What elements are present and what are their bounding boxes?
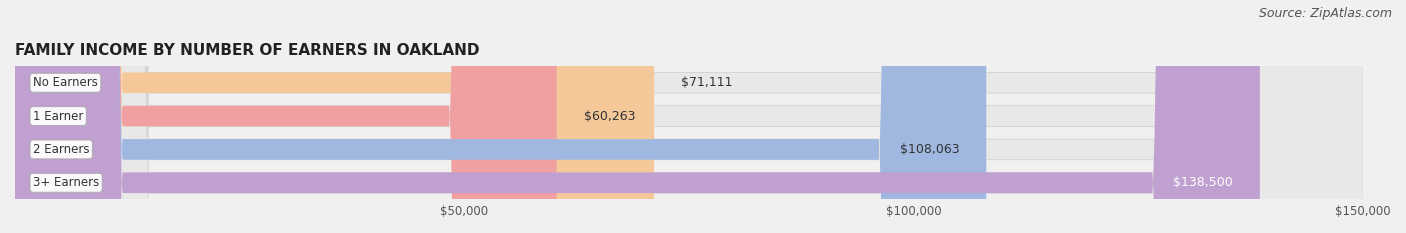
Text: $60,263: $60,263: [583, 110, 636, 123]
FancyBboxPatch shape: [15, 0, 1364, 233]
Text: $138,500: $138,500: [1173, 176, 1233, 189]
FancyBboxPatch shape: [15, 0, 1364, 233]
Text: $108,063: $108,063: [900, 143, 959, 156]
Text: 2 Earners: 2 Earners: [32, 143, 90, 156]
FancyBboxPatch shape: [15, 0, 1260, 233]
FancyBboxPatch shape: [15, 0, 986, 233]
Text: 1 Earner: 1 Earner: [32, 110, 83, 123]
Text: 3+ Earners: 3+ Earners: [32, 176, 100, 189]
FancyBboxPatch shape: [15, 0, 557, 233]
FancyBboxPatch shape: [15, 0, 1364, 233]
Text: FAMILY INCOME BY NUMBER OF EARNERS IN OAKLAND: FAMILY INCOME BY NUMBER OF EARNERS IN OA…: [15, 43, 479, 58]
Text: $71,111: $71,111: [681, 76, 733, 89]
FancyBboxPatch shape: [15, 0, 654, 233]
Text: No Earners: No Earners: [32, 76, 98, 89]
FancyBboxPatch shape: [15, 0, 1364, 233]
Text: Source: ZipAtlas.com: Source: ZipAtlas.com: [1258, 7, 1392, 20]
